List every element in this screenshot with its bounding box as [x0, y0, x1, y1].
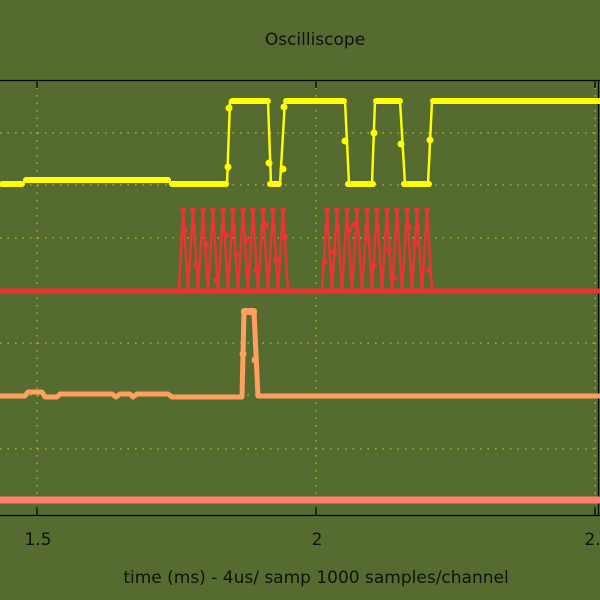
x-tick-2-5: 2.5 [584, 530, 600, 550]
trace-ch1-thick [0, 98, 600, 187]
trace-ch1 [0, 99, 600, 186]
grid-lines [0, 80, 600, 515]
trace-ch3 [0, 309, 600, 400]
x-axis-label: time (ms) - 4us/ samp 1000 samples/chann… [123, 568, 509, 588]
trace-ch2-markers [180, 207, 432, 283]
trace-ch3-markers [239, 308, 259, 364]
axes [0, 79, 600, 517]
x-tick-2: 2 [311, 530, 323, 550]
chart-title: Oscilliscope [264, 30, 366, 50]
trace-ch2 [0, 208, 600, 293]
x-tick-1-5: 1.5 [24, 530, 52, 550]
trace-ch1-markers [224, 103, 434, 173]
